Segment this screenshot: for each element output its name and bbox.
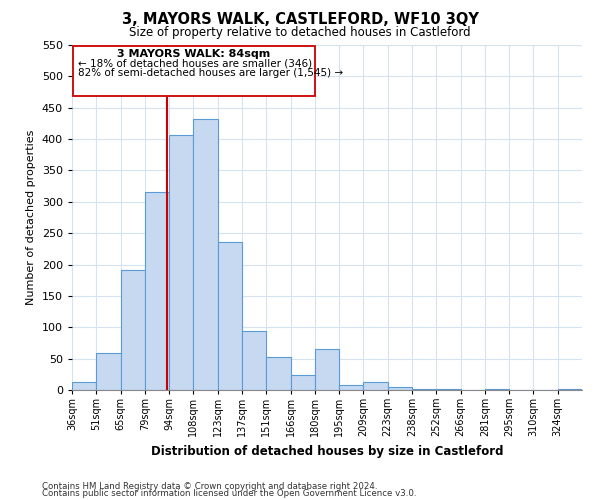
Text: 82% of semi-detached houses are larger (1,545) →: 82% of semi-detached houses are larger (… (78, 68, 343, 78)
Bar (121, 270, 145, 390)
Bar (96, 353, 121, 390)
Bar (485, 388, 509, 390)
Bar (315, 349, 339, 390)
Bar (266, 358, 290, 390)
FancyBboxPatch shape (73, 46, 315, 96)
Bar (436, 388, 461, 390)
Text: ← 18% of detached houses are smaller (346): ← 18% of detached houses are smaller (34… (78, 59, 312, 69)
Bar (242, 331, 266, 390)
Bar (72, 382, 96, 390)
Text: 3, MAYORS WALK, CASTLEFORD, WF10 3QY: 3, MAYORS WALK, CASTLEFORD, WF10 3QY (122, 12, 478, 28)
Bar (388, 387, 412, 390)
Text: Contains public sector information licensed under the Open Government Licence v3: Contains public sector information licen… (42, 490, 416, 498)
X-axis label: Distribution of detached houses by size in Castleford: Distribution of detached houses by size … (151, 445, 503, 458)
Bar (412, 388, 436, 390)
Bar (364, 382, 388, 390)
Bar (169, 134, 193, 390)
Text: Size of property relative to detached houses in Castleford: Size of property relative to detached ho… (129, 26, 471, 39)
Text: Contains HM Land Registry data © Crown copyright and database right 2024.: Contains HM Land Registry data © Crown c… (42, 482, 377, 491)
Bar (558, 388, 582, 390)
Y-axis label: Number of detached properties: Number of detached properties (26, 130, 36, 305)
Text: 3 MAYORS WALK: 84sqm: 3 MAYORS WALK: 84sqm (117, 50, 271, 59)
Bar (145, 192, 169, 390)
Bar (339, 385, 364, 390)
Bar (290, 375, 315, 390)
Bar (218, 242, 242, 390)
Bar (193, 119, 218, 390)
